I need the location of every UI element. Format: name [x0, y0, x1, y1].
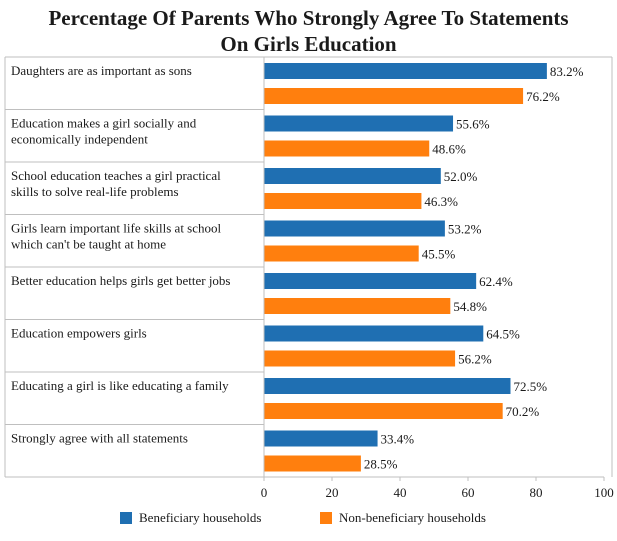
bar-beneficiary	[264, 220, 445, 237]
data-label: 55.6%	[456, 117, 490, 132]
bar-non-beneficiary	[264, 245, 419, 262]
legend-label-beneficiary: Beneficiary households	[139, 510, 262, 525]
x-tick-label: 60	[462, 485, 475, 500]
bar-beneficiary	[264, 115, 454, 132]
data-label: 62.4%	[479, 274, 513, 289]
bar-beneficiary	[264, 325, 484, 342]
bar-non-beneficiary	[264, 403, 503, 419]
bar-beneficiary	[264, 63, 547, 79]
category-label: School education teaches a girl practica…	[11, 168, 221, 183]
category-label: economically independent	[11, 132, 148, 147]
bar-non-beneficiary	[264, 350, 456, 367]
category-label: Girls learn important life skills at sch…	[11, 221, 222, 236]
category-label: Education empowers girls	[11, 326, 147, 341]
chart-title: Percentage Of Parents Who Strongly Agree…	[0, 5, 617, 57]
x-tick-label: 20	[326, 485, 339, 500]
category-label: Better education helps girls get better …	[11, 273, 231, 288]
bar-beneficiary	[264, 273, 477, 289]
category-label: Educating a girl is like educating a fam…	[11, 378, 229, 393]
category-label: Daughters are as important as sons	[11, 63, 192, 78]
bar-beneficiary	[264, 168, 441, 184]
category-label: which can't be taught at home	[11, 237, 166, 252]
x-tick-label: 80	[530, 485, 543, 500]
category-label: skills to solve real-life problems	[11, 184, 179, 199]
data-label: 53.2%	[448, 222, 482, 237]
chart-title-line-2: On Girls Education	[220, 32, 397, 56]
legend-swatch-beneficiary	[120, 512, 132, 524]
data-label: 48.6%	[432, 142, 466, 157]
chart-title-line-1: Percentage Of Parents Who Strongly Agree…	[48, 6, 569, 30]
legend-item-beneficiary: Beneficiary households	[120, 510, 261, 526]
category-label: Strongly agree with all statements	[11, 431, 188, 446]
legend-item-non-beneficiary: Non-beneficiary households	[320, 510, 486, 526]
x-tick-label: 40	[394, 485, 407, 500]
legend-label-non-beneficiary: Non-beneficiary households	[339, 510, 486, 525]
x-tick-label: 100	[594, 485, 614, 500]
data-label: 76.2%	[526, 89, 560, 104]
data-label: 45.5%	[422, 247, 456, 262]
data-label: 64.5%	[486, 327, 520, 342]
data-label: 72.5%	[514, 379, 548, 394]
bar-non-beneficiary	[264, 298, 451, 314]
category-label: Education makes a girl socially and	[11, 116, 197, 131]
bar-non-beneficiary	[264, 455, 361, 472]
bar-non-beneficiary	[264, 88, 524, 104]
legend-swatch-non-beneficiary	[320, 512, 332, 524]
bar-non-beneficiary	[264, 193, 422, 209]
data-label: 52.0%	[444, 169, 478, 184]
bar-chart: Daughters are as important as sons Educat…	[4, 56, 614, 500]
data-label: 70.2%	[506, 404, 540, 419]
data-label: 33.4%	[381, 432, 415, 447]
bar-beneficiary	[264, 378, 511, 394]
bar-non-beneficiary	[264, 140, 430, 157]
data-label: 54.8%	[453, 299, 487, 314]
data-label: 83.2%	[550, 64, 584, 79]
data-label: 56.2%	[458, 352, 492, 367]
data-label: 28.5%	[364, 457, 398, 472]
bar-beneficiary	[264, 430, 378, 447]
data-label: 46.3%	[424, 194, 458, 209]
x-tick-label: 0	[261, 485, 268, 500]
